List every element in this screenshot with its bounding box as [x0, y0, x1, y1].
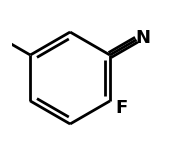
Text: N: N	[136, 29, 151, 47]
Text: F: F	[116, 99, 128, 117]
